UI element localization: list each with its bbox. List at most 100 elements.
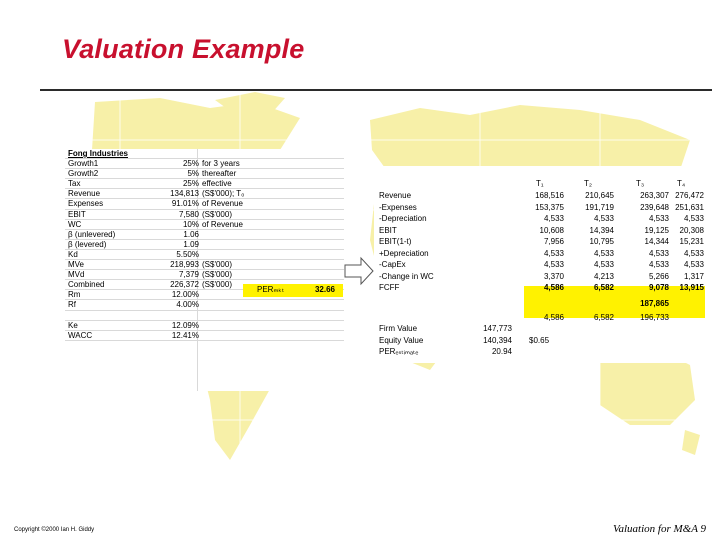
cell-value: 4,533 xyxy=(593,248,614,258)
cell-value: 4,533 xyxy=(648,260,669,269)
row-label: Kd xyxy=(68,249,78,259)
table-row: EBIT(1-t) 7,956 10,795 14,344 15,231 xyxy=(374,237,705,247)
row-label: EBIT(1-t) xyxy=(379,237,412,246)
table-row: EBIT 7,580 (S$'000) xyxy=(65,210,344,220)
cell-value: 14,394 xyxy=(589,225,614,235)
cell-value: 1,317 xyxy=(683,271,704,281)
row-value: 5% xyxy=(187,169,199,179)
period-header-t4: T₄ xyxy=(677,179,686,188)
period-header-t3: T₃ xyxy=(636,179,645,188)
table-row: -Depreciation 4,533 4,533 4,533 4,533 xyxy=(374,214,705,224)
summary-label: Equity Value xyxy=(379,335,424,345)
row-label: -Depreciation xyxy=(379,214,427,223)
cell-value: 4,586 xyxy=(543,283,564,292)
terminal-value-row: 187,865 xyxy=(374,299,705,309)
row-value: 12.00% xyxy=(171,290,199,300)
row-note: of Revenue xyxy=(202,219,243,229)
cell-value: 4,533 xyxy=(543,214,564,223)
cell-value: 14,344 xyxy=(644,237,669,246)
table-row: MVe 218,993 (S$'000) xyxy=(65,260,344,271)
table-row: EBIT 10,608 14,394 19,125 20,308 xyxy=(374,226,705,236)
table-row: Expenses 91.01% of Revenue xyxy=(65,199,344,210)
cell-value: 168,516 xyxy=(535,191,564,200)
table-row: -Change in WC 3,370 4,213 5,266 1,317 xyxy=(374,272,705,282)
cell-value: 9,078 xyxy=(648,283,669,292)
row-value: 12.09% xyxy=(171,320,199,330)
row-value: 7,379 xyxy=(178,270,199,280)
row-note: (S$'000) xyxy=(202,270,232,280)
cash-flow-t1: 4,586 xyxy=(543,313,564,322)
summary-value: 20.94 xyxy=(491,347,512,356)
cell-value: 6,582 xyxy=(593,283,614,292)
row-label: Rm xyxy=(68,290,81,300)
row-label: -Expenses xyxy=(379,202,417,212)
assumptions-table: Fong Industries Growth1 25% for 3 years Gro… xyxy=(65,149,344,391)
cell-value: 4,533 xyxy=(648,248,669,258)
projection-table: T₁ T₂ T₃ T₄ Revenue 168,516 210,645 263,307… xyxy=(374,166,705,363)
table-row: Combined 226,372 (S$'000) xyxy=(65,280,344,291)
cash-flow-t3: 196,733 xyxy=(640,313,669,322)
cell-value: 210,645 xyxy=(585,191,614,200)
period-header-t1: T₁ xyxy=(536,179,544,188)
row-label: FCFF xyxy=(379,283,400,292)
period-header-t2: T₂ xyxy=(584,179,592,188)
table-row: -Expenses 153,375 191,719 239,648 251,631 xyxy=(374,203,705,213)
table-row: Growth2 5% thereafter xyxy=(65,169,344,180)
cell-value: 4,533 xyxy=(683,214,704,223)
cell-value: 4,533 xyxy=(543,248,564,258)
table-row: Growth1 25% for 3 years xyxy=(65,159,344,170)
row-label: Revenue xyxy=(68,189,101,199)
row-note: (S$'000) xyxy=(202,280,232,290)
cell-value: 4,533 xyxy=(683,248,704,258)
row-label: β (unlevered) xyxy=(68,229,116,239)
row-value: 12.41% xyxy=(171,330,199,340)
page-label: Valuation for M&A 9 xyxy=(613,523,706,535)
row-value: 226,372 xyxy=(170,280,199,290)
row-label: Expenses xyxy=(68,199,104,209)
cell-value: 10,608 xyxy=(539,225,564,235)
table-row: β (levered) 1.09 xyxy=(65,240,344,250)
company-name: Fong Industries xyxy=(68,149,128,158)
row-value: 4.00% xyxy=(176,300,199,310)
slide-title: Valuation Example xyxy=(62,34,305,64)
summary-value: 140,394 xyxy=(483,335,512,345)
row-value: 7,580 xyxy=(178,209,199,219)
cell-value: 5,266 xyxy=(648,271,669,281)
cell-value: 263,307 xyxy=(640,191,669,200)
row-label: Growth2 xyxy=(68,169,99,179)
row-value: 134,813 xyxy=(170,189,199,199)
table-row: MVd 7,379 (S$'000) xyxy=(65,270,344,281)
table-row: +Depreciation 4,533 4,533 4,533 4,533 xyxy=(374,249,705,259)
row-label: MVe xyxy=(68,260,85,270)
row-value: 5.50% xyxy=(176,249,199,259)
summary-label: PERₑₛₜᵢₘₐₜₑ xyxy=(379,347,419,356)
row-value: 1.09 xyxy=(183,239,199,249)
row-label: Rf xyxy=(68,300,76,310)
row-note: of Revenue xyxy=(202,199,243,209)
row-note: (S$'000) xyxy=(202,260,232,270)
cell-value: 191,719 xyxy=(585,202,614,212)
cell-value: 239,648 xyxy=(640,202,669,212)
row-value: 25% xyxy=(182,179,199,189)
table-row: Ke 12.09% xyxy=(65,321,344,331)
table-heading-row: Fong Industries xyxy=(65,149,344,160)
row-label: Revenue xyxy=(379,191,412,200)
cash-flow-t2: 6,582 xyxy=(593,313,614,322)
cell-value: 4,533 xyxy=(593,214,614,223)
cell-value: 4,533 xyxy=(593,260,614,269)
cell-value: 4,533 xyxy=(683,260,704,269)
cell-value: 19,125 xyxy=(644,225,669,235)
summary-label: Firm Value xyxy=(379,324,418,333)
fcff-highlight xyxy=(524,286,705,318)
cell-value: 276,472 xyxy=(675,191,704,200)
per-market-value: 32.66 xyxy=(314,285,335,294)
summary-extra: $0.65 xyxy=(529,335,550,345)
title-divider xyxy=(40,89,712,91)
right-arrow-icon xyxy=(344,256,374,286)
table-row xyxy=(65,311,344,321)
table-row: FCFF 4,586 6,582 9,078 13,915 xyxy=(374,283,705,293)
row-label: MVd xyxy=(68,270,85,280)
per-market-label: PERₘₖₜ xyxy=(257,285,285,294)
copyright-notice: Copyright ©2000 Ian H. Giddy xyxy=(14,527,95,533)
row-label: Tax xyxy=(68,179,81,189)
